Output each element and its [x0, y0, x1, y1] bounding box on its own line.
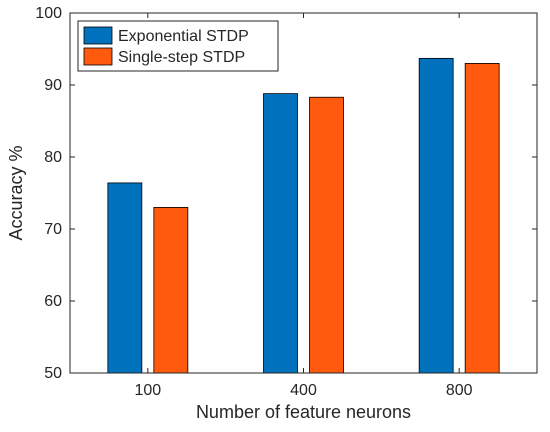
y-tick-label: 80: [44, 149, 62, 166]
y-axis-ticks: 50 60 70 80 90 100: [35, 5, 537, 382]
legend: Exponential STDP Single-step STDP: [77, 20, 279, 72]
y-tick-label: 90: [44, 77, 62, 94]
legend-label: Single-step STDP: [118, 49, 245, 66]
legend-swatch: [83, 26, 113, 45]
bar-exponential-stdp-800: [418, 57, 454, 374]
x-tick-label: 400: [290, 382, 317, 399]
bar-single-step-stdp-800: [464, 63, 500, 374]
y-tick-label: 100: [35, 5, 62, 22]
x-axis-ticks: 100 400 800: [134, 13, 473, 399]
bar-exponential-stdp-400: [263, 93, 298, 374]
bar-single-step-stdp-400: [309, 96, 344, 374]
x-axis-label: Number of feature neurons: [196, 402, 411, 422]
y-axis-label: Accuracy %: [6, 145, 26, 240]
bars-layer: [107, 57, 500, 374]
y-tick-label: 50: [44, 365, 62, 382]
y-tick-label: 70: [44, 221, 62, 238]
y-tick-label: 60: [44, 293, 62, 310]
x-tick-label: 100: [134, 382, 161, 399]
legend-swatch: [83, 47, 113, 66]
bar-single-step-stdp-100: [153, 206, 189, 374]
legend-label: Exponential STDP: [118, 28, 249, 45]
bar-exponential-stdp-100: [107, 182, 143, 374]
x-tick-label: 800: [446, 382, 473, 399]
